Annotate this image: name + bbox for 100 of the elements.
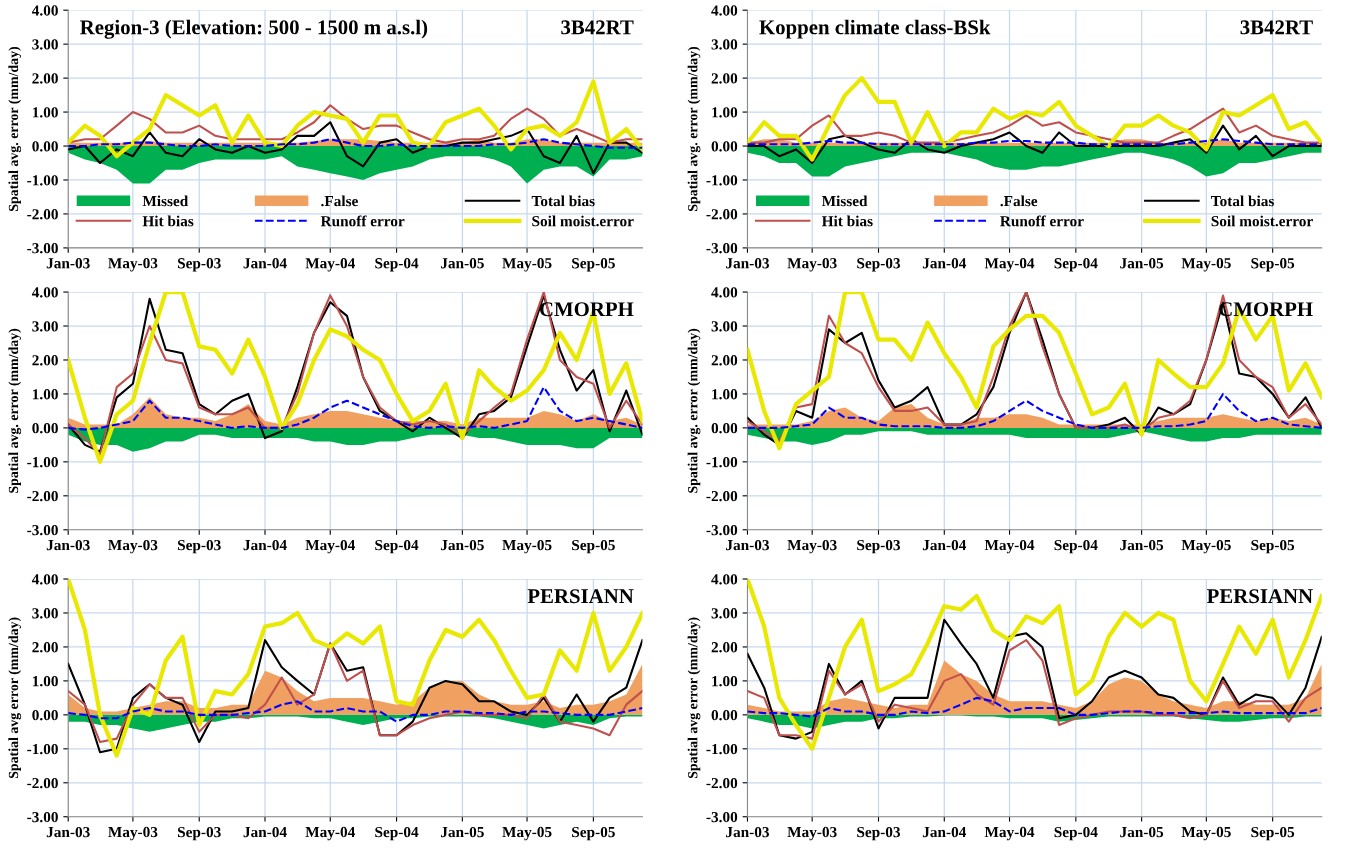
y-tick-label: 1.00 — [712, 107, 738, 118]
x-tick-label: May-04 — [984, 826, 1035, 841]
x-tick-label: May-04 — [305, 258, 355, 272]
y-tick-label: -3.00 — [706, 243, 738, 254]
y-tick-label: 4.00 — [711, 5, 738, 16]
x-tick-label: Jan-04 — [922, 258, 967, 269]
x-tick-label: Sep-05 — [572, 826, 615, 841]
legend-label: Total bias — [531, 195, 595, 207]
y-axis-title: Spatial avg. error (mm/day) — [8, 46, 22, 211]
x-tick-label: May-05 — [502, 539, 552, 554]
x-tick-label: Sep-05 — [1251, 258, 1295, 272]
line-series — [68, 700, 643, 723]
y-tick-label: 0.00 — [711, 710, 738, 721]
x-tick-label: May-03 — [108, 258, 158, 272]
y-axis-title: Spatial avg. error (mm/day) — [8, 328, 22, 493]
x-tick-label: May-03 — [108, 539, 158, 554]
line-series — [747, 696, 1322, 718]
x-tick-label: Jan-04 — [243, 258, 287, 269]
y-tick-label: -2.00 — [706, 490, 738, 502]
y-tick-label: -3.00 — [27, 243, 58, 254]
y-tick-label: 0.00 — [32, 141, 58, 152]
x-tick-label: Jan-03 — [46, 539, 90, 551]
x-tick-label: Sep-04 — [375, 258, 419, 272]
x-tick-label: May-04 — [984, 258, 1035, 272]
y-tick-label: -3.00 — [706, 811, 738, 823]
y-tick-label: 1.00 — [32, 107, 58, 118]
y-tick-label: 0.00 — [32, 710, 58, 721]
x-tick-label: May-03 — [787, 539, 837, 554]
x-tick-label: May-05 — [502, 258, 552, 272]
x-tick-label: Sep-05 — [1251, 826, 1295, 841]
y-tick-label: 3.00 — [32, 608, 58, 619]
line-series — [747, 618, 1322, 740]
y-tick-label: 4.00 — [711, 287, 738, 298]
legend-label: .False — [1000, 195, 1038, 207]
y-tick-label: -1.00 — [27, 743, 58, 755]
y-tick-label: 4.00 — [31, 5, 58, 16]
y-tick-label: -2.00 — [27, 209, 58, 220]
x-tick-label: Jan-03 — [46, 826, 90, 838]
y-tick-label: 0.00 — [711, 141, 738, 152]
x-tick-label: Jan-05 — [1120, 826, 1164, 838]
y-tick-label: -3.00 — [27, 811, 58, 823]
legend-label: Soil moist.error — [532, 215, 634, 227]
y-tick-label: 4.00 — [31, 287, 58, 298]
y-tick-label: 3.00 — [711, 39, 738, 50]
y-tick-label: -1.00 — [706, 457, 738, 468]
y-tick-label: 3.00 — [32, 39, 58, 50]
line-series — [747, 639, 1322, 740]
line-series — [747, 392, 1322, 429]
legend-label: .False — [321, 195, 358, 207]
line-series — [68, 104, 643, 144]
chart-title: PERSIANN — [527, 589, 634, 604]
x-tick-label: Sep-04 — [1054, 539, 1098, 554]
x-tick-label: May-05 — [1181, 258, 1231, 272]
y-tick-label: 3.00 — [711, 321, 738, 332]
x-tick-label: May-05 — [502, 826, 552, 841]
y-tick-label: 4.00 — [711, 574, 738, 585]
x-tick-label: May-04 — [984, 539, 1035, 554]
annotation: Region-3 (Elevation: 500 - 1500 m a.s.l) — [80, 19, 428, 39]
y-tick-label: 3.00 — [711, 608, 738, 619]
legend-label: Hit bias — [142, 215, 194, 227]
x-tick-label: Sep-05 — [572, 258, 615, 272]
x-tick-label: Sep-04 — [375, 826, 419, 841]
line-series — [68, 79, 643, 159]
x-tick-label: Sep-03 — [857, 258, 901, 272]
x-tick-label: Sep-05 — [1251, 539, 1295, 554]
y-tick-label: 2.00 — [32, 355, 58, 366]
x-tick-label: Jan-04 — [243, 539, 287, 551]
line-series — [747, 579, 1322, 751]
legend-label: Runoff error — [1000, 215, 1084, 227]
x-tick-label: Sep-03 — [857, 539, 901, 554]
legend-label: Soil moist.error — [1211, 215, 1313, 227]
y-tick-label: 3.00 — [32, 321, 58, 332]
y-tick-label: -2.00 — [706, 777, 738, 789]
y-tick-label: 2.00 — [711, 642, 738, 653]
y-tick-label: 2.00 — [32, 642, 58, 653]
legend-label: Hit bias — [821, 215, 873, 227]
y-tick-label: 0.00 — [32, 423, 58, 434]
chart-title: 3B42RT — [561, 20, 634, 35]
y-axis-title: Spatial avg. error (mm/day) — [687, 328, 701, 493]
y-tick-label: 0.00 — [711, 423, 738, 434]
y-tick-label: 1.00 — [712, 389, 738, 400]
y-tick-label: -1.00 — [27, 457, 58, 468]
x-tick-label: Jan-04 — [922, 539, 967, 551]
x-tick-label: Sep-05 — [572, 539, 615, 554]
x-tick-label: Jan-05 — [1120, 258, 1164, 269]
x-tick-label: May-05 — [1181, 826, 1231, 841]
x-tick-label: Jan-04 — [243, 826, 287, 838]
x-tick-label: May-03 — [108, 826, 158, 841]
y-tick-label: -1.00 — [706, 175, 738, 186]
y-tick-label: -2.00 — [27, 777, 58, 789]
y-axis-title: Spatial avg error (mm/day) — [8, 617, 22, 779]
x-tick-label: Sep-04 — [1054, 258, 1098, 272]
y-tick-label: 2.00 — [711, 73, 738, 84]
y-tick-label: 1.00 — [32, 389, 58, 400]
x-tick-label: Jan-05 — [440, 258, 484, 269]
y-tick-label: -2.00 — [27, 490, 58, 502]
x-tick-label: Sep-04 — [1054, 826, 1098, 841]
y-tick-label: -3.00 — [706, 524, 738, 536]
x-tick-label: May-03 — [787, 258, 837, 272]
x-tick-label: May-04 — [305, 539, 355, 554]
